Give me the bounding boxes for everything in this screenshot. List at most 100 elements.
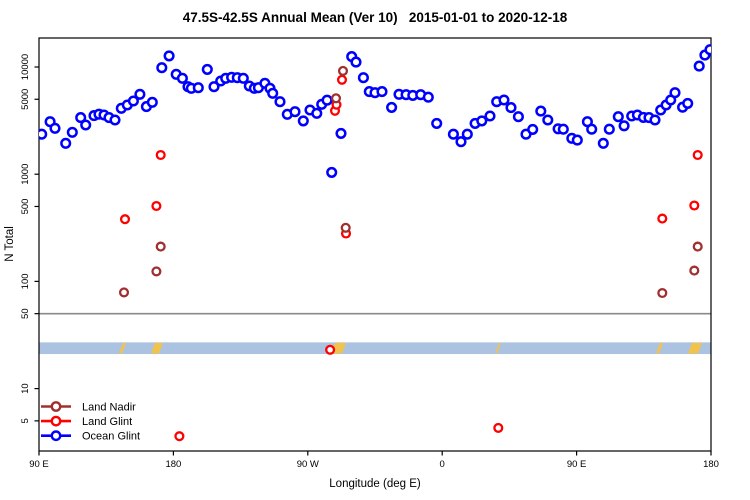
series-land-nadir xyxy=(118,65,703,299)
land-patch xyxy=(151,342,163,354)
data-point xyxy=(289,106,301,118)
data-point xyxy=(704,44,711,56)
data-point xyxy=(274,96,286,108)
data-point xyxy=(693,60,705,72)
data-point xyxy=(155,241,166,252)
data-point xyxy=(174,431,185,442)
data-point xyxy=(176,72,188,84)
data-point xyxy=(127,95,139,107)
data-point xyxy=(455,136,467,148)
data-point xyxy=(337,65,349,76)
data-point xyxy=(476,115,488,127)
data-point xyxy=(535,105,547,117)
y-tick-label: 500 xyxy=(20,199,31,215)
legend-entry-land-glint: Land Glint xyxy=(41,415,132,428)
data-point xyxy=(326,166,338,178)
legend-label: Ocean Glint xyxy=(82,431,140,443)
data-point xyxy=(75,112,87,124)
land-patch xyxy=(119,342,127,354)
data-point xyxy=(267,87,279,99)
data-point xyxy=(208,81,220,93)
data-point xyxy=(146,96,158,108)
data-point xyxy=(336,74,348,85)
x-tick-label: 180 xyxy=(703,459,719,470)
y-tick-label: 50 xyxy=(20,308,31,319)
data-point xyxy=(512,111,524,123)
x-tick-label: 90 E xyxy=(29,459,49,470)
data-point xyxy=(357,72,369,84)
data-point xyxy=(155,149,166,161)
legend-entry-land-nadir: Land Nadir xyxy=(41,401,136,414)
data-point xyxy=(151,266,162,277)
data-point xyxy=(422,91,434,103)
data-point xyxy=(542,114,554,126)
x-tick-label: 180 xyxy=(165,459,181,470)
data-point xyxy=(689,200,700,211)
legend-marker-icon xyxy=(50,401,62,412)
data-point xyxy=(39,128,48,140)
data-point xyxy=(340,222,351,233)
data-point xyxy=(134,88,146,100)
data-point xyxy=(151,200,162,212)
data-point xyxy=(321,94,333,106)
data-point xyxy=(109,114,121,126)
y-axis-title: N Total xyxy=(4,226,16,262)
data-point xyxy=(66,126,78,138)
data-point xyxy=(49,122,61,134)
data-point xyxy=(335,127,347,139)
data-point xyxy=(498,94,510,106)
land-patch xyxy=(688,342,703,354)
data-point xyxy=(386,101,398,113)
data-point xyxy=(118,287,130,298)
series-ocean-glint xyxy=(39,44,711,178)
data-point xyxy=(597,137,609,149)
x-tick-label: 0 xyxy=(440,459,445,470)
data-point xyxy=(557,123,569,135)
x-tick-label: 90 W xyxy=(297,459,319,470)
data-point xyxy=(330,93,342,104)
legend-label: Land Nadir xyxy=(82,402,136,414)
data-point xyxy=(447,128,459,140)
surface-type-band xyxy=(39,342,711,355)
data-point xyxy=(527,123,539,135)
data-point xyxy=(163,50,175,62)
data-point xyxy=(376,86,388,98)
y-tick-label: 5 xyxy=(20,418,31,423)
chart-title: 47.5S-42.5S Annual Mean (Ver 10) 2015-01… xyxy=(183,10,568,25)
legend-marker-icon xyxy=(50,415,62,427)
legend-label: Land Glint xyxy=(82,416,132,428)
data-point xyxy=(586,123,598,135)
x-tick-label: 90 E xyxy=(567,459,587,470)
data-point xyxy=(571,134,583,146)
data-point xyxy=(682,97,694,109)
data-point xyxy=(612,111,624,123)
data-point xyxy=(297,115,309,127)
data-point xyxy=(603,123,615,135)
series-land-glint xyxy=(119,74,703,442)
legend-entry-ocean-glint: Ocean Glint xyxy=(41,430,140,443)
y-tick-label: 5000 xyxy=(20,89,31,110)
data-point xyxy=(156,62,168,74)
data-point xyxy=(350,56,362,68)
data-point xyxy=(692,149,703,161)
data-point xyxy=(325,344,336,355)
ocean-band xyxy=(39,342,711,355)
chart-legend: Land Nadir Land Glint Ocean Glint xyxy=(41,401,140,443)
data-point xyxy=(484,110,496,122)
plot-area: 90 E 180 90 W 0 90 E 180 10000 5000 1000 500 100 50… xyxy=(20,37,719,470)
data-point xyxy=(689,265,700,276)
data-point xyxy=(461,128,473,140)
data-point xyxy=(311,107,323,119)
land-patch xyxy=(495,342,502,354)
data-point xyxy=(119,214,131,225)
data-point xyxy=(649,114,661,126)
data-point xyxy=(192,82,204,94)
data-point xyxy=(618,120,630,132)
data-point xyxy=(692,241,703,252)
data-point xyxy=(431,117,443,129)
y-tick-label: 10000 xyxy=(20,54,31,80)
data-point xyxy=(493,422,504,433)
legend-marker-icon xyxy=(50,430,62,442)
